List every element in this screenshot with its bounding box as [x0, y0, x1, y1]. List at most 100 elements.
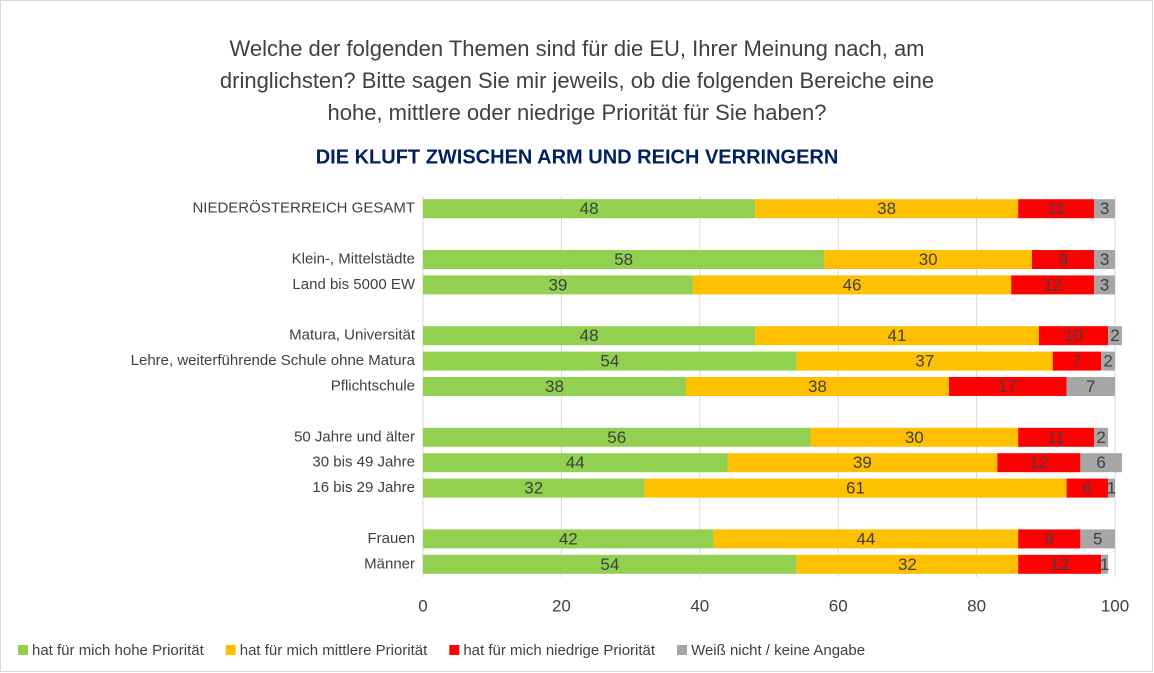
data-label: 30 [919, 250, 938, 269]
y-tick-label: Klein-, Mittelstädte [292, 250, 415, 267]
x-tick-label: 40 [690, 596, 709, 615]
bar-segment [997, 453, 1081, 473]
data-label: 11 [1047, 199, 1065, 218]
bar-segment [727, 453, 998, 473]
x-tick-label: 100 [1101, 596, 1129, 615]
x-tick-label: 60 [829, 596, 848, 615]
data-label: 38 [877, 199, 896, 218]
bar-segment [1011, 275, 1095, 295]
data-label: 3 [1100, 275, 1109, 294]
legend-label: hat für mich mittlere Priorität [240, 642, 428, 659]
bar-segment [1052, 351, 1102, 371]
data-label: 6 [1083, 479, 1092, 498]
data-label: 3 [1100, 199, 1109, 218]
data-label: 48 [580, 326, 599, 345]
bar-segment [1018, 427, 1095, 447]
data-label: 32 [898, 555, 917, 574]
bar-segment [824, 250, 1032, 269]
legend-label: hat für mich hohe Priorität [32, 642, 205, 659]
y-tick-label: 50 Jahre und älter [294, 428, 415, 445]
data-label: 12 [1043, 275, 1062, 294]
bar-segment [423, 275, 693, 295]
chart-subtitle: DIE KLUFT ZWISCHEN ARM UND REICH VERRING… [316, 146, 839, 168]
bar-segment [755, 326, 1039, 346]
bar-segment [644, 478, 1067, 498]
bar-segment [423, 478, 645, 498]
bar-segment [1038, 326, 1109, 346]
bar-segment [1108, 326, 1122, 346]
data-label: 9 [1045, 529, 1054, 548]
bar-segment [1094, 199, 1115, 219]
chart-title: dringlichsten? Bitte sagen Sie mir jewei… [220, 68, 934, 93]
data-label: 12 [1029, 453, 1048, 472]
bar-segment [810, 427, 1019, 447]
data-label: 9 [1058, 250, 1067, 269]
bar-segment [1094, 275, 1115, 295]
data-label: 6 [1096, 453, 1105, 472]
x-tick-label: 20 [552, 596, 571, 615]
y-tick-label: Pflichtschule [331, 377, 415, 394]
bar-segment [423, 427, 811, 447]
chart-title: hohe, mittlere oder niedrige Priorität f… [328, 100, 827, 125]
data-label: 48 [580, 199, 599, 218]
data-label: 54 [600, 352, 619, 371]
bar-segment [948, 377, 1067, 396]
bar-segment [1094, 250, 1115, 269]
legend-label: hat für mich niedrige Priorität [463, 642, 656, 659]
y-tick-label: Land bis 5000 EW [292, 276, 415, 293]
bar-segment [1094, 427, 1109, 447]
bar-segment [423, 453, 728, 473]
data-label: 38 [808, 377, 827, 396]
bar-segment [423, 250, 825, 269]
bar-segment [692, 275, 1012, 295]
data-label: 32 [524, 479, 543, 498]
bar-segment [796, 351, 1053, 371]
legend-swatch [225, 645, 236, 655]
bar-segment [1018, 199, 1095, 219]
data-label: 54 [600, 555, 619, 574]
x-tick-label: 0 [418, 596, 427, 615]
data-label: 3 [1100, 250, 1109, 269]
bar-segment [1018, 529, 1081, 549]
bar-segment [1101, 351, 1115, 371]
bar-segment [423, 554, 797, 574]
y-tick-label: Männer [364, 555, 415, 572]
data-label: 11 [1047, 428, 1065, 447]
data-label: 56 [607, 428, 626, 447]
bar-segment [755, 199, 1019, 219]
y-tick-label: Lehre, weiterführende Schule ohne Matura [131, 352, 416, 369]
legend-label: Weiß nicht / keine Angabe [691, 642, 865, 659]
y-tick-label: Frauen [367, 530, 415, 547]
bar-segment [1101, 554, 1109, 574]
data-label: 61 [846, 479, 865, 498]
chart-title: Welche der folgenden Themen sind für die… [229, 36, 924, 61]
data-label: 7 [1072, 352, 1081, 371]
data-label: 5 [1093, 529, 1102, 548]
data-label: 10 [1064, 326, 1083, 345]
data-label: 1 [1100, 555, 1109, 574]
data-label: 44 [566, 453, 585, 472]
legend-swatch [18, 645, 28, 655]
bar-segment [423, 351, 797, 371]
bar-segment [1018, 554, 1102, 574]
data-label: 1 [1107, 479, 1116, 498]
legend-swatch [449, 645, 460, 655]
bar-segment [713, 529, 1019, 549]
data-label: 39 [548, 275, 567, 294]
y-tick-label: 16 bis 29 Jahre [312, 479, 415, 496]
bar-segment [423, 377, 686, 396]
bar-segment [423, 199, 756, 219]
bar-segment [423, 529, 714, 549]
data-label: 46 [843, 275, 862, 294]
bar-segment [1080, 453, 1122, 473]
bar-segment [796, 554, 1019, 574]
data-label: 44 [856, 529, 875, 548]
bar-segment [1066, 377, 1115, 396]
data-label: 17 [998, 377, 1017, 396]
x-tick-label: 80 [967, 596, 986, 615]
data-label: 41 [888, 326, 907, 345]
bar-segment [685, 377, 949, 396]
bar-segment [1080, 529, 1115, 549]
